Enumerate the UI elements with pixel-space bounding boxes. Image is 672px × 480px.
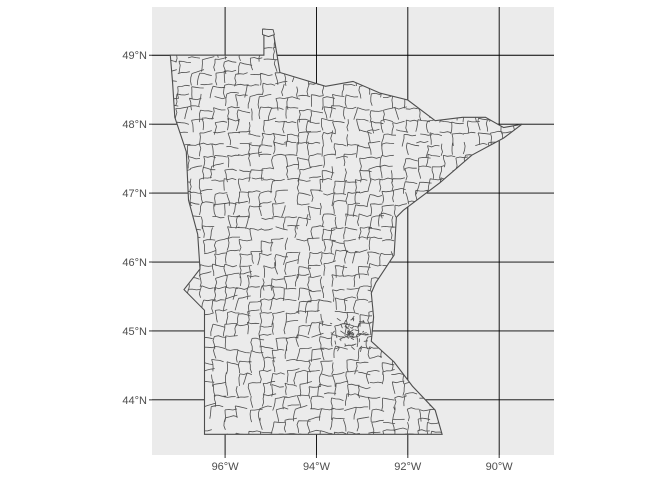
lon-tick-label: 94°W <box>303 461 331 473</box>
lon-tick-label: 92°W <box>394 461 422 473</box>
minnesota-state <box>170 29 523 435</box>
lake-of-the-woods-island <box>262 28 275 38</box>
longitude-axis: 96°W 94°W 92°W 90°W <box>212 455 514 473</box>
lat-tick-label: 48°N <box>122 119 147 131</box>
state-outline <box>169 28 523 435</box>
lon-tick-label: 96°W <box>212 461 240 473</box>
lat-tick-label: 49°N <box>122 50 147 62</box>
metro-boundaries <box>329 315 370 352</box>
lat-tick-label: 47°N <box>122 188 147 200</box>
lat-tick-label: 46°N <box>122 257 147 269</box>
latitude-axis: 49°N 48°N 47°N 46°N 45°N 44°N <box>122 50 152 407</box>
lat-tick-label: 45°N <box>122 326 147 338</box>
lon-tick-label: 90°W <box>486 461 514 473</box>
lat-tick-label: 44°N <box>122 395 147 407</box>
